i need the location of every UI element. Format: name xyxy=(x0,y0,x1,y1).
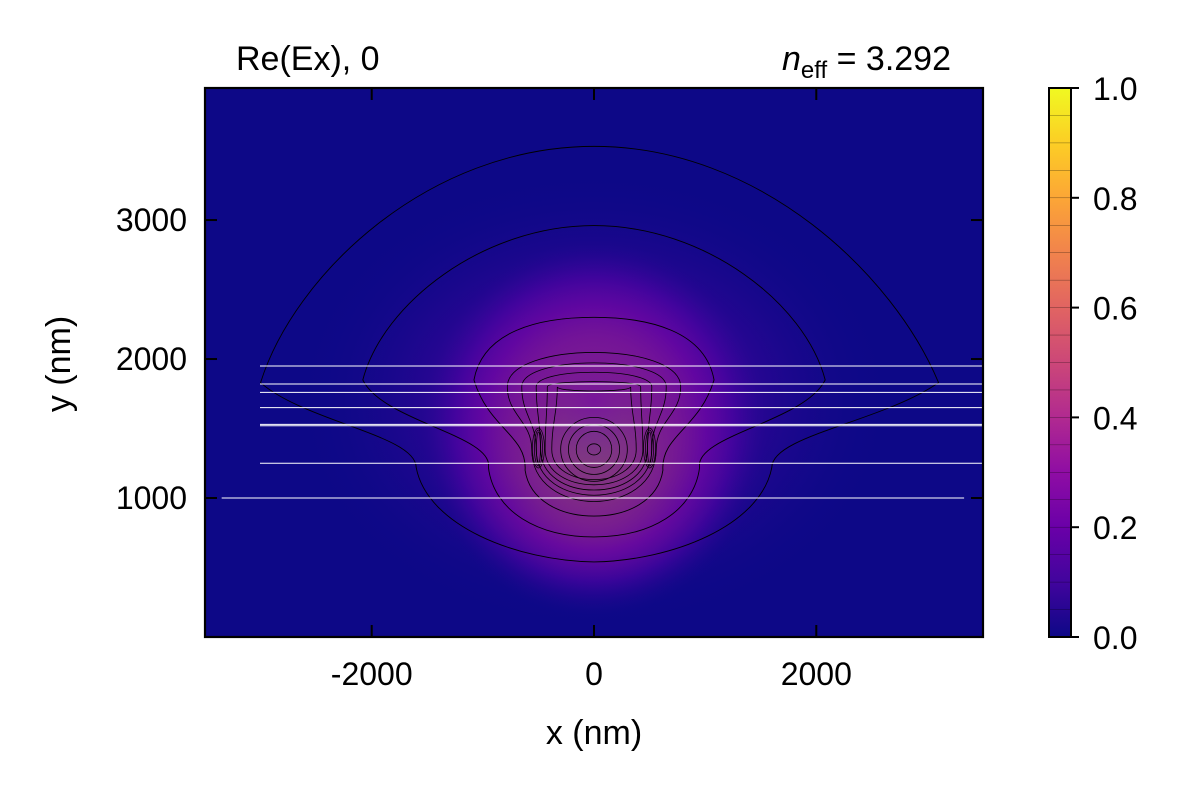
y-tick-label: 1000 xyxy=(116,480,187,516)
y-tick-label: 2000 xyxy=(116,341,187,377)
contour-side-right xyxy=(647,431,652,465)
contour-level-2 xyxy=(362,225,826,538)
colorbar-tick-label: 0.0 xyxy=(1093,620,1137,656)
contour-lines xyxy=(260,145,940,563)
neff-value: = 3.292 xyxy=(827,40,951,78)
field-halo-glow xyxy=(294,170,894,631)
contour-core-ring-4 xyxy=(586,443,602,456)
colorbar: 0.0 0.2 0.4 0.6 0.8 1.0 xyxy=(1048,71,1137,656)
plot-title-left: Re(Ex), 0 xyxy=(236,40,380,78)
contour-side-left xyxy=(532,427,545,469)
x-tick-label: 2000 xyxy=(781,656,852,692)
colorbar-tick-label: 1.0 xyxy=(1093,71,1137,107)
contour-core-ring-1 xyxy=(560,416,628,482)
neff-symbol: n xyxy=(782,40,801,78)
layer-interfaces xyxy=(221,365,983,499)
colorbar-tick-label: 0.8 xyxy=(1093,181,1137,217)
contour-level-7 xyxy=(544,381,644,486)
y-tick-label: 3000 xyxy=(116,202,187,238)
colorbar-tick-label: 0.6 xyxy=(1093,291,1137,327)
plot-title-right: neff = 3.292 xyxy=(782,40,951,84)
colorbar-tick-label: 0.4 xyxy=(1093,400,1137,436)
y-axis-ticks: 1000 2000 3000 xyxy=(116,202,983,516)
field-intensity-map xyxy=(294,170,894,631)
contour-side-right xyxy=(645,429,654,467)
x-axis-label: x (nm) xyxy=(546,714,642,752)
contour-level-1 xyxy=(260,145,940,563)
x-tick-label: 0 xyxy=(585,656,603,692)
contour-level-8 xyxy=(551,386,637,480)
colorbar-tick-label: 0.2 xyxy=(1093,510,1137,546)
y-axis-label: y (nm) xyxy=(40,316,78,412)
x-tick-label: -2000 xyxy=(331,656,413,692)
contour-side-right xyxy=(643,427,656,469)
plot-area xyxy=(205,88,983,637)
contour-level-4 xyxy=(506,352,682,502)
contour-side-left xyxy=(534,429,543,467)
contour-side-left xyxy=(536,431,541,465)
neff-subscript: eff xyxy=(801,57,828,84)
contour-core-ring-3 xyxy=(575,430,613,468)
contour-level-3 xyxy=(473,316,715,517)
x-axis-ticks: -2000 0 2000 xyxy=(331,88,852,692)
